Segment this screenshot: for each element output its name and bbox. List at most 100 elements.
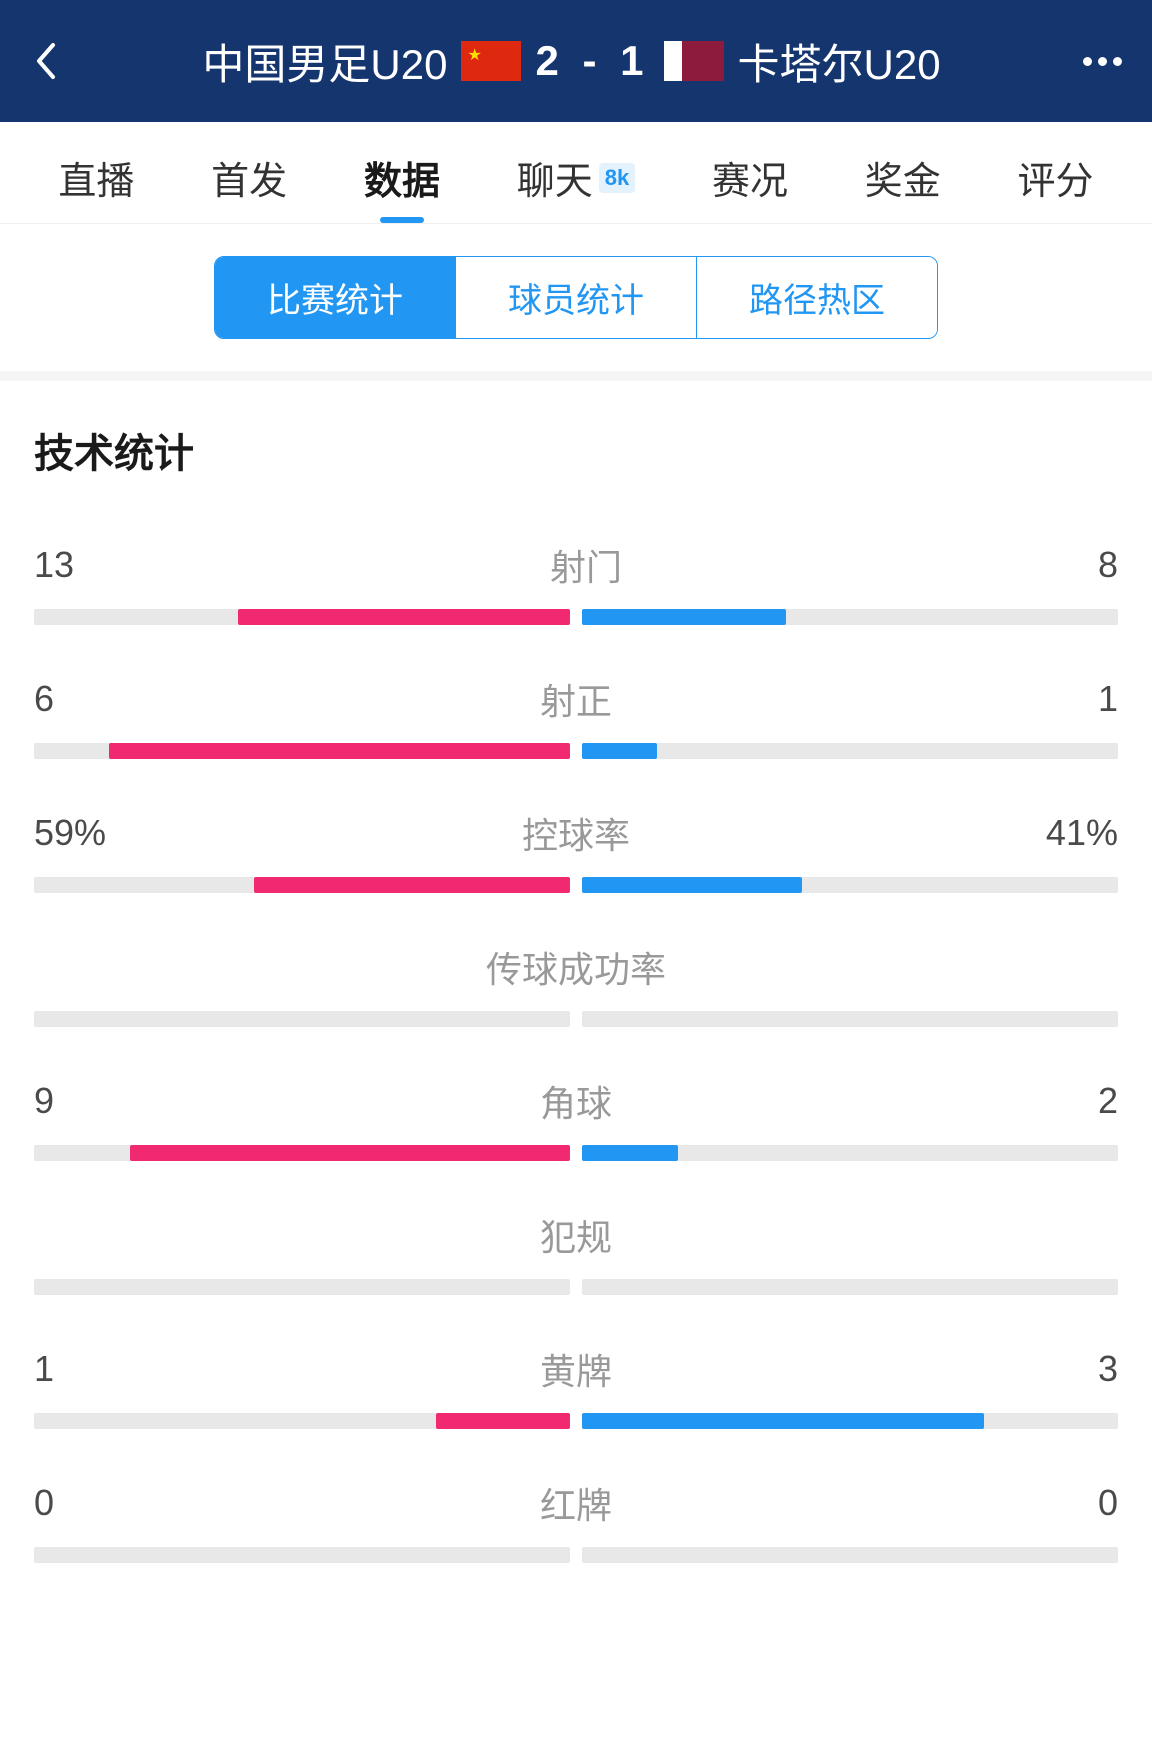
stat-row: 6 射正 1 <box>34 673 1118 759</box>
stat-row: 13 射门 8 <box>34 539 1118 625</box>
stat-bar-home <box>34 609 570 625</box>
stat-bar-home <box>34 1413 570 1429</box>
more-dot-icon <box>1083 57 1092 66</box>
stat-value-home: 59% <box>34 812 106 854</box>
stat-label: 控球率 <box>522 807 630 859</box>
stat-bars <box>34 877 1118 893</box>
stat-bar-away-fill <box>582 743 657 759</box>
stat-bar-away <box>582 1011 1118 1027</box>
stat-bar-home <box>34 1011 570 1027</box>
more-dot-icon <box>1113 57 1122 66</box>
stat-value-home: 0 <box>34 1482 54 1524</box>
more-button[interactable] <box>1083 57 1122 66</box>
stat-bars <box>34 1011 1118 1027</box>
stat-values: 1黄牌3 <box>34 1343 1118 1395</box>
stat-value-home: 6 <box>34 678 54 720</box>
stat-values: 犯规 <box>34 1209 1118 1261</box>
stat-value-home: 9 <box>34 1080 54 1122</box>
stat-bar-away <box>582 743 1118 759</box>
stat-value-away: 3 <box>1098 1348 1118 1390</box>
stat-bar-home <box>34 1279 570 1295</box>
stat-value-away: 41% <box>1046 812 1118 854</box>
subtab-match-stats[interactable]: 比赛统计 <box>215 257 456 338</box>
subtab-label: 比赛统计 <box>267 282 403 320</box>
stat-value-away: 2 <box>1098 1080 1118 1122</box>
stat-bar-home <box>34 743 570 759</box>
tab-events[interactable]: 赛况 <box>712 150 788 205</box>
stat-bars <box>34 743 1118 759</box>
stat-values: 传球成功率 <box>34 941 1118 993</box>
stat-bar-home-fill <box>130 1145 570 1161</box>
section-title: 技术统计 <box>34 421 1118 479</box>
tab-label: 奖金 <box>865 150 941 205</box>
stat-bars <box>34 1413 1118 1429</box>
match-score: 2 - 1 <box>535 37 649 85</box>
stat-values: 6 射正 1 <box>34 673 1118 725</box>
subtab-label: 球员统计 <box>508 282 644 320</box>
stat-bars <box>34 1145 1118 1161</box>
stat-row: 1黄牌3 <box>34 1343 1118 1429</box>
stat-bar-away-fill <box>582 609 786 625</box>
stat-bar-home <box>34 1547 570 1563</box>
stat-bar-away <box>582 609 1118 625</box>
stat-bar-home <box>34 1145 570 1161</box>
tab-label: 直播 <box>58 150 134 205</box>
stat-values: 59% 控球率 41% <box>34 807 1118 859</box>
tab-label: 首发 <box>211 150 287 205</box>
stat-label: 射门 <box>550 539 622 591</box>
tab-label: 数据 <box>364 150 440 205</box>
stat-bar-home-fill <box>436 1413 570 1429</box>
stat-bar-away <box>582 877 1118 893</box>
tab-chat[interactable]: 聊天 8k <box>517 150 636 205</box>
stat-bar-away-fill <box>582 1413 984 1429</box>
stat-row: 传球成功率 <box>34 941 1118 1027</box>
stat-bar-home <box>34 877 570 893</box>
match-score-display: 中国男足U20 2 - 1 卡塔尔U20 <box>202 31 940 92</box>
stat-row: 59% 控球率 41% <box>34 807 1118 893</box>
stat-label: 射正 <box>540 673 612 725</box>
back-button[interactable] <box>30 36 60 86</box>
tab-bonus[interactable]: 奖金 <box>865 150 941 205</box>
stat-value-home: 1 <box>34 1348 54 1390</box>
stat-bars <box>34 1547 1118 1563</box>
stats-section: 技术统计 13射门86射正159%控球率41%传球成功率9角球2犯规1黄牌30红… <box>0 381 1152 1651</box>
tab-label: 评分 <box>1018 150 1094 205</box>
stat-bar-away <box>582 1279 1118 1295</box>
subtab-player-stats[interactable]: 球员统计 <box>456 257 697 338</box>
tab-live[interactable]: 直播 <box>58 150 134 205</box>
stat-value-away: 1 <box>1098 678 1118 720</box>
stat-value-away: 8 <box>1098 544 1118 586</box>
stat-label: 传球成功率 <box>486 941 666 993</box>
tab-data[interactable]: 数据 <box>364 150 440 205</box>
stat-label: 犯规 <box>540 1209 612 1261</box>
stat-bar-away-fill <box>582 877 802 893</box>
more-dot-icon <box>1098 57 1107 66</box>
away-team-name: 卡塔尔U20 <box>738 31 941 92</box>
tab-rating[interactable]: 评分 <box>1018 150 1094 205</box>
stat-row: 犯规 <box>34 1209 1118 1295</box>
tab-label: 聊天 <box>517 150 593 205</box>
tab-lineup[interactable]: 首发 <box>211 150 287 205</box>
home-flag-icon <box>461 41 521 81</box>
stat-row: 9 角球 2 <box>34 1075 1118 1161</box>
stat-label: 红牌 <box>540 1477 612 1529</box>
stat-bars <box>34 609 1118 625</box>
chat-count-badge: 8k <box>599 163 635 193</box>
subtab-label: 路径热区 <box>749 282 885 320</box>
match-header: 中国男足U20 2 - 1 卡塔尔U20 <box>0 0 1152 122</box>
stat-values: 13 射门 8 <box>34 539 1118 591</box>
stat-value-home: 13 <box>34 544 74 586</box>
stat-values: 0 红牌 0 <box>34 1477 1118 1529</box>
section-divider <box>0 371 1152 381</box>
stat-value-away: 0 <box>1098 1482 1118 1524</box>
stat-bar-away <box>582 1145 1118 1161</box>
stat-label: 角球 <box>540 1075 612 1127</box>
stat-bar-home-fill <box>109 743 570 759</box>
stat-bar-home-fill <box>238 609 570 625</box>
stat-bar-away <box>582 1413 1118 1429</box>
stat-bar-away <box>582 1547 1118 1563</box>
main-tabs: 直播 首发 数据 聊天 8k 赛况 奖金 评分 <box>0 122 1152 224</box>
stat-bar-away-fill <box>582 1145 678 1161</box>
subtab-heatmap[interactable]: 路径热区 <box>697 257 937 338</box>
away-score: 1 <box>620 37 649 84</box>
